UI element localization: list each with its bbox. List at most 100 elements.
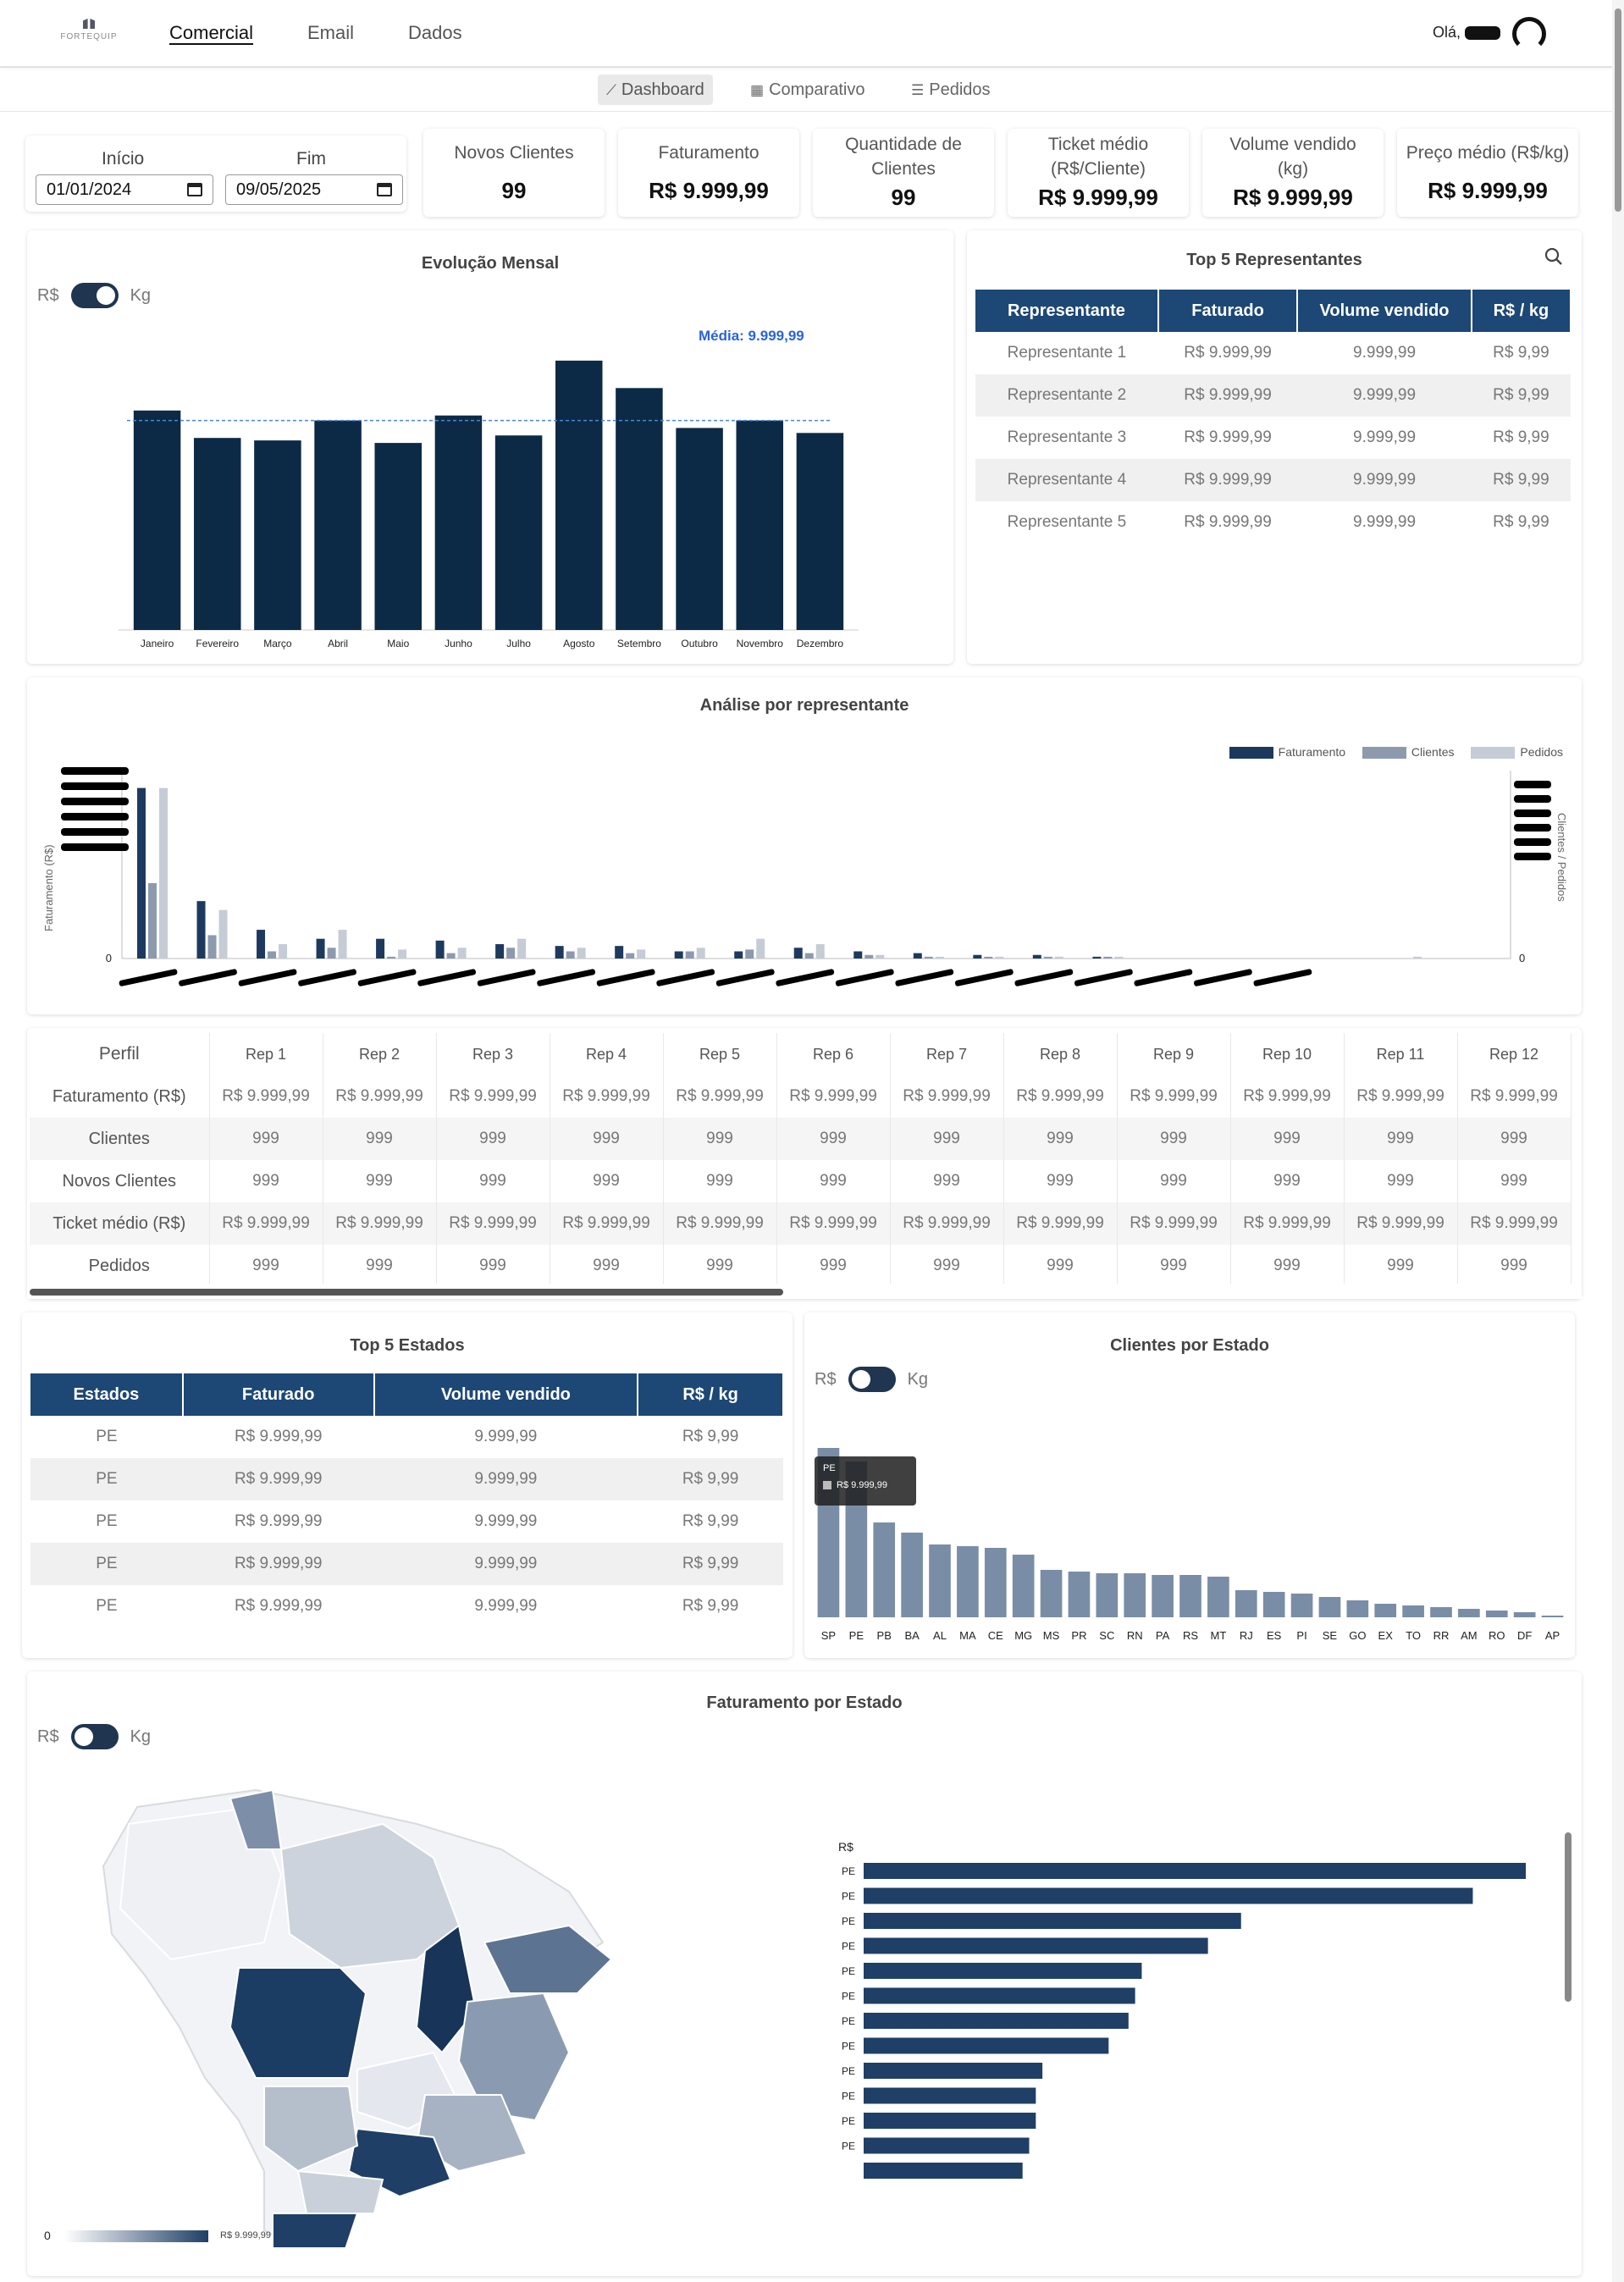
- bar-state[interactable]: [864, 1937, 1208, 1954]
- brazil-choropleth-map[interactable]: [61, 1773, 704, 2247]
- bar-state[interactable]: [864, 2163, 1023, 2179]
- bar-ba[interactable]: [901, 1533, 923, 1617]
- bar-pedidos[interactable]: [756, 938, 765, 959]
- bar-faturamento[interactable]: [1032, 954, 1041, 959]
- bar-faturamento[interactable]: [734, 951, 743, 959]
- bar-faturamento[interactable]: [793, 948, 803, 959]
- bar-clientes[interactable]: [327, 948, 336, 959]
- bar-clientes[interactable]: [984, 956, 993, 959]
- bar-pr[interactable]: [1068, 1572, 1091, 1617]
- bar-janeiro[interactable]: [133, 410, 181, 630]
- bar-junho[interactable]: [434, 415, 483, 630]
- bar-rr[interactable]: [1430, 1607, 1452, 1617]
- currency-unit-toggle[interactable]: R$ Kg: [37, 283, 151, 308]
- bar-clientes[interactable]: [804, 953, 814, 959]
- calendar-icon[interactable]: [187, 183, 202, 196]
- bar-go[interactable]: [1346, 1600, 1369, 1617]
- bar-ms[interactable]: [1040, 1570, 1063, 1617]
- bar-dezembro[interactable]: [796, 433, 844, 630]
- nav-email[interactable]: Email: [307, 22, 355, 43]
- bar-state[interactable]: [864, 1863, 1526, 1879]
- bar-ap[interactable]: [1541, 1616, 1564, 1617]
- bar-state[interactable]: [864, 2037, 1109, 2054]
- bar-clientes[interactable]: [745, 949, 754, 959]
- bar-pedidos[interactable]: [696, 948, 705, 959]
- bar-clientes[interactable]: [685, 951, 694, 959]
- bar-pedidos[interactable]: [637, 949, 646, 959]
- bar-pedidos[interactable]: [935, 956, 944, 959]
- bar-df[interactable]: [1513, 1612, 1536, 1617]
- bar-pedidos[interactable]: [398, 949, 407, 959]
- bar-sc[interactable]: [1096, 1573, 1119, 1617]
- nav-dados[interactable]: Dados: [408, 22, 462, 43]
- currency-unit-toggle[interactable]: R$ Kg: [37, 1724, 151, 1749]
- currency-unit-toggle[interactable]: R$ Kg: [815, 1367, 928, 1392]
- bar-pedidos[interactable]: [577, 948, 586, 959]
- scrollbar-thumb[interactable]: [1615, 8, 1621, 212]
- bar-state[interactable]: [864, 1987, 1135, 2004]
- bar-pedidos[interactable]: [457, 948, 467, 959]
- bar-ce[interactable]: [984, 1548, 1007, 1617]
- bar-faturamento[interactable]: [555, 946, 564, 959]
- tab-dashboard[interactable]: ⟋ Dashboard: [598, 75, 713, 105]
- bar-pedidos[interactable]: [815, 944, 825, 959]
- bar-rn[interactable]: [1124, 1573, 1146, 1617]
- start-date-input[interactable]: 01/01/2024: [36, 174, 213, 205]
- bar-pedidos[interactable]: [279, 944, 288, 959]
- table-row[interactable]: Representante 5 R$ 9.999,99 9.999,99 R$ 9,9…: [975, 501, 1571, 544]
- bar-pedidos[interactable]: [338, 930, 347, 959]
- table-row[interactable]: Representante 3 R$ 9.999,99 9.999,99 R$ 9,9…: [975, 417, 1571, 459]
- bar-ma[interactable]: [957, 1546, 979, 1617]
- col-header[interactable]: Faturado: [182, 1373, 375, 1416]
- bar-clientes[interactable]: [446, 953, 456, 959]
- bar-rs[interactable]: [1179, 1575, 1201, 1617]
- horizontal-scrollbar-thumb[interactable]: [30, 1289, 783, 1296]
- bar-pi[interactable]: [1290, 1594, 1313, 1617]
- bar-novembro[interactable]: [736, 420, 784, 630]
- bar-faturamento[interactable]: [913, 953, 922, 959]
- rep-column-header[interactable]: Rep 12: [1457, 1033, 1572, 1075]
- end-date-input[interactable]: 09/05/2025: [225, 174, 403, 205]
- rep-column-header[interactable]: Rep 2: [323, 1033, 437, 1075]
- bar-clientes[interactable]: [1043, 956, 1052, 959]
- bar-clientes[interactable]: [387, 956, 396, 959]
- bar-al[interactable]: [929, 1544, 951, 1617]
- bar-pedidos[interactable]: [1114, 956, 1124, 959]
- bar-clientes[interactable]: [626, 953, 635, 959]
- bar-pedidos[interactable]: [1412, 956, 1422, 959]
- bar-se[interactable]: [1318, 1597, 1341, 1617]
- tab-pedidos[interactable]: ☰ Pedidos: [903, 75, 999, 105]
- table-row[interactable]: PE R$ 9.999,99 9.999,99 R$ 9,99: [30, 1585, 783, 1627]
- col-header[interactable]: Volume vendido: [1297, 290, 1472, 332]
- bar-abril[interactable]: [314, 420, 362, 630]
- col-header[interactable]: Volume vendido: [373, 1373, 639, 1416]
- bar-clientes[interactable]: [148, 882, 157, 959]
- page-scrollbar[interactable]: [1612, 0, 1624, 2282]
- bar-state[interactable]: [864, 1913, 1241, 1929]
- bar-faturamento[interactable]: [674, 951, 683, 959]
- bar-clientes[interactable]: [207, 935, 217, 959]
- bar-faturamento[interactable]: [435, 940, 445, 959]
- bar-clientes[interactable]: [268, 951, 277, 959]
- rep-column-header[interactable]: Rep 11: [1344, 1033, 1458, 1075]
- table-row[interactable]: Representante 4 R$ 9.999,99 9.999,99 R$ 9,9…: [975, 459, 1571, 501]
- bar-ro[interactable]: [1485, 1611, 1508, 1617]
- bar-clientes[interactable]: [864, 954, 874, 959]
- nav-comercial[interactable]: Comercial: [169, 22, 254, 43]
- toggle-switch[interactable]: [848, 1367, 896, 1392]
- bar-faturamento[interactable]: [257, 930, 266, 959]
- bar-pedidos[interactable]: [876, 954, 885, 959]
- bar-faturamento[interactable]: [615, 946, 624, 959]
- bar-clientes[interactable]: [924, 956, 933, 959]
- bar-outubro[interactable]: [676, 428, 723, 630]
- bar-pedidos[interactable]: [218, 909, 228, 959]
- rep-column-header[interactable]: Rep 9: [1117, 1033, 1231, 1075]
- rep-column-header[interactable]: Rep 5: [663, 1033, 777, 1075]
- bar-agosto[interactable]: [555, 360, 603, 630]
- bar-faturamento[interactable]: [495, 944, 505, 959]
- rep-column-header[interactable]: Rep 4: [550, 1033, 664, 1075]
- calendar-icon[interactable]: [377, 183, 392, 196]
- bar-state[interactable]: [864, 2137, 1030, 2154]
- bar-fevereiro[interactable]: [193, 438, 241, 630]
- bar-julho[interactable]: [494, 435, 543, 630]
